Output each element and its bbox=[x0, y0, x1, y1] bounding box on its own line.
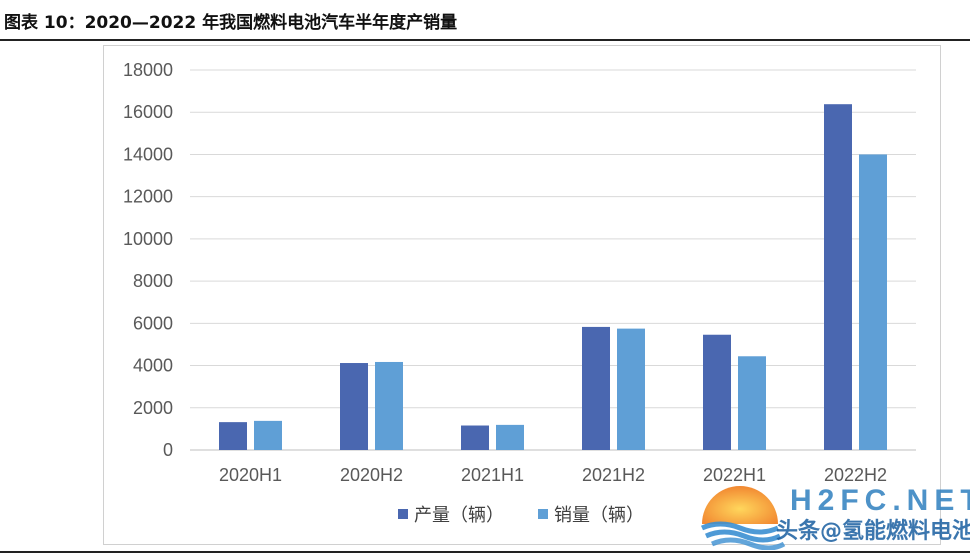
bar-production bbox=[824, 104, 852, 450]
plot-frame bbox=[103, 45, 941, 545]
watermark-logo-icon bbox=[700, 486, 786, 550]
bar-production bbox=[582, 326, 610, 450]
y-tick-label: 4000 bbox=[133, 356, 173, 376]
bar-production bbox=[340, 363, 368, 450]
y-tick-label: 16000 bbox=[123, 102, 173, 122]
y-tick-label: 6000 bbox=[133, 313, 173, 333]
legend-label-sales: 销量（辆） bbox=[554, 505, 644, 526]
y-tick-label: 12000 bbox=[123, 187, 173, 207]
bar-sales bbox=[738, 356, 766, 450]
bar-production bbox=[219, 422, 247, 450]
bars bbox=[219, 104, 887, 450]
y-tick-label: 10000 bbox=[123, 229, 173, 249]
y-tick-label: 0 bbox=[163, 440, 173, 460]
bottom-rule bbox=[0, 551, 970, 553]
y-axis-labels: 0 2000 4000 6000 8000 10000 12000 14000 16000 180… bbox=[123, 60, 173, 460]
y-tick-label: 18000 bbox=[123, 60, 173, 80]
y-tick-label: 8000 bbox=[133, 271, 173, 291]
legend-swatch-production bbox=[398, 509, 408, 519]
x-axis-labels: 2020H1 2020H2 2021H1 2021H2 2022H1 2022H2 bbox=[219, 465, 887, 485]
bar-sales bbox=[254, 420, 282, 450]
x-tick-label: 2021H2 bbox=[582, 465, 645, 485]
top-rule bbox=[0, 39, 970, 41]
x-tick-label: 2020H1 bbox=[219, 465, 282, 485]
x-tick-label: 2021H1 bbox=[461, 465, 524, 485]
bar-sales bbox=[617, 328, 645, 450]
legend-label-production: 产量（辆） bbox=[414, 505, 504, 526]
watermark-brand-en: H2FC.NET bbox=[790, 484, 970, 517]
x-tick-label: 2022H2 bbox=[824, 465, 887, 485]
y-tick-label: 14000 bbox=[123, 144, 173, 164]
x-tick-label: 2020H2 bbox=[340, 465, 403, 485]
gridlines bbox=[190, 69, 916, 451]
bar-sales bbox=[375, 361, 403, 450]
y-tick-label: 2000 bbox=[133, 398, 173, 418]
bar-sales bbox=[496, 424, 524, 450]
bar-production bbox=[703, 334, 731, 450]
watermark-brand-cn: 头条@氢能燃料电池网 bbox=[776, 519, 970, 544]
bar-production bbox=[461, 425, 489, 450]
figure-title: 图表 10：2020—2022 年我国燃料电池汽车半年度产销量 bbox=[4, 13, 458, 33]
legend-swatch-sales bbox=[538, 509, 548, 519]
legend: 产量（辆） 销量（辆） bbox=[398, 505, 644, 526]
bar-sales bbox=[859, 154, 887, 450]
x-tick-label: 2022H1 bbox=[703, 465, 766, 485]
